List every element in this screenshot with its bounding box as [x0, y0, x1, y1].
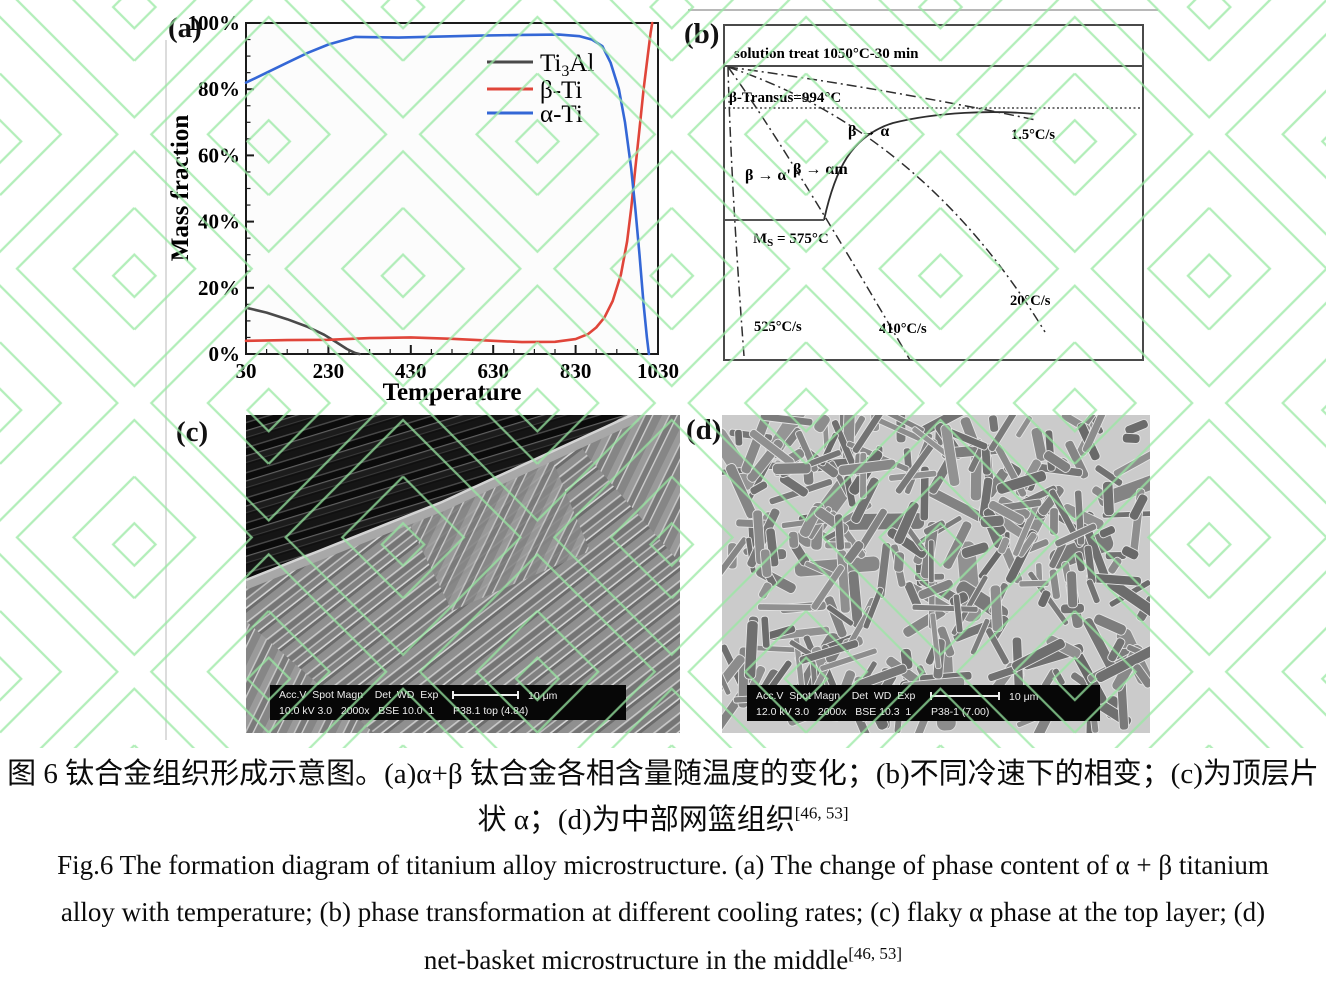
alpha-rod [1018, 579, 1050, 588]
panel-b-label: (b) [684, 18, 720, 50]
ms-label: MS = 575°C [753, 231, 829, 249]
alpha-rod [760, 615, 771, 649]
beta-transus-label: β-Transus=994°C [729, 90, 841, 106]
sem-info-bar: Acc.V Spot Magn Det WD Exp 10 μm 12.0 kV… [747, 685, 1100, 721]
beta-to-alpha-label: β → α [848, 123, 889, 140]
y-tick-label: 80% [198, 77, 240, 101]
alpha-rod [988, 415, 1000, 433]
info-bar-values: 12.0 kV 3.0 2000x BSE 10.3 1 [756, 706, 911, 718]
info-bar-header: Acc.V Spot Magn Det WD Exp [756, 690, 915, 702]
caption-cn-line2: 状 α；(d)为中部网篮组织[46, 53] [0, 796, 1326, 838]
caption-cn-line1: 图 6 钛合金组织形成示意图。(a)α+β 钛合金各相含量随温度的变化；(b)不… [7, 758, 1319, 790]
plot-frame [245, 22, 659, 355]
cooling-rate-diagram: solution treat 1050°C-30 min β-Transus=9… [723, 24, 1144, 361]
x-tick-label: 830 [560, 359, 592, 383]
x-tick-label: 230 [313, 359, 345, 383]
y-tick-label: 60% [198, 143, 240, 167]
alpha-rod [757, 603, 814, 612]
solution-treat-label: solution treat 1050°C-30 min [734, 46, 919, 62]
panel-d-label: (d) [686, 414, 722, 446]
alpha-rod [787, 530, 800, 549]
sem-image-net-basket: Acc.V Spot Magn Det WD Exp 10 μm 12.0 kV… [722, 415, 1150, 733]
caption-cn-ref: [46, 53] [794, 803, 849, 823]
caption-cn-line2-text: 状 α；(d)为中部网篮组织 [477, 804, 795, 836]
rate-1-5-label: 1.5°C/s [1011, 127, 1055, 143]
caption-en-line1: Fig.6 The formation diagram of titanium … [57, 850, 1269, 880]
alpha-rod [1049, 507, 1059, 536]
sem-image-flaky-alpha: Acc.V Spot Magn Det WD Exp 10 μm 10.0 kV… [246, 415, 680, 733]
y-tick-label: 20% [198, 276, 240, 300]
sample-label: P38.1 top (4.84) [453, 705, 528, 717]
caption-en-line3: net-basket microstructure in the middle[… [0, 944, 1326, 976]
caption-en-ref: [46, 53] [848, 944, 903, 963]
caption-en-line3-text: net-basket microstructure in the middle [423, 945, 849, 975]
y-axis-title: Mass fraction [167, 115, 194, 262]
alpha-rod [979, 514, 1005, 529]
legend-label-alpha-ti: α-Ti [540, 101, 583, 128]
y-tick-label: 0% [209, 342, 241, 366]
y-tick-label: 40% [198, 210, 240, 234]
scale-label: 10 μm [528, 690, 558, 702]
panel-a-label: (a) [168, 12, 202, 44]
info-bar-values: 10.0 kV 3.0 2000x BSE 10.0 1 [279, 705, 434, 717]
rate-20-label: 20°C/s [1010, 293, 1051, 309]
sample-label: P38-1 (7.00) [931, 706, 989, 718]
alpha-rod [1102, 480, 1115, 517]
alpha-rod [989, 584, 1004, 633]
scan-edge-top [688, 9, 1158, 11]
info-bar-header: Acc.V Spot Magn Det WD Exp [279, 689, 438, 701]
alpha-rod [772, 462, 812, 476]
alpha-rod [859, 451, 868, 500]
alpha-rod [1066, 570, 1079, 609]
x-tick-label: 1030 [637, 359, 679, 383]
rate-410-label: 410°C/s [879, 321, 927, 337]
beta-to-alpha-m-label: β → αm [793, 161, 848, 178]
panel-c-label: (c) [176, 416, 209, 448]
alpha-rod [893, 551, 906, 573]
alpha-rod [734, 428, 744, 447]
alpha-rod [927, 539, 935, 584]
sem-info-bar: Acc.V Spot Magn Det WD Exp 10 μm 10.0 kV… [270, 685, 626, 720]
rate-525-label: 525°C/s [754, 319, 802, 335]
legend-label-beta-ti: β-Ti [540, 77, 582, 104]
beta-to-alpha-prime-label: β → α' [745, 167, 791, 184]
alpha-rod [1121, 432, 1141, 444]
caption-en-line2: alloy with temperature; (b) phase transf… [60, 897, 1266, 927]
alpha-rod [743, 620, 759, 680]
x-axis-title: Temperature [383, 379, 522, 406]
alpha-rod [759, 548, 773, 578]
alpha-rod [834, 513, 845, 551]
scale-label: 10 μm [1009, 691, 1039, 703]
